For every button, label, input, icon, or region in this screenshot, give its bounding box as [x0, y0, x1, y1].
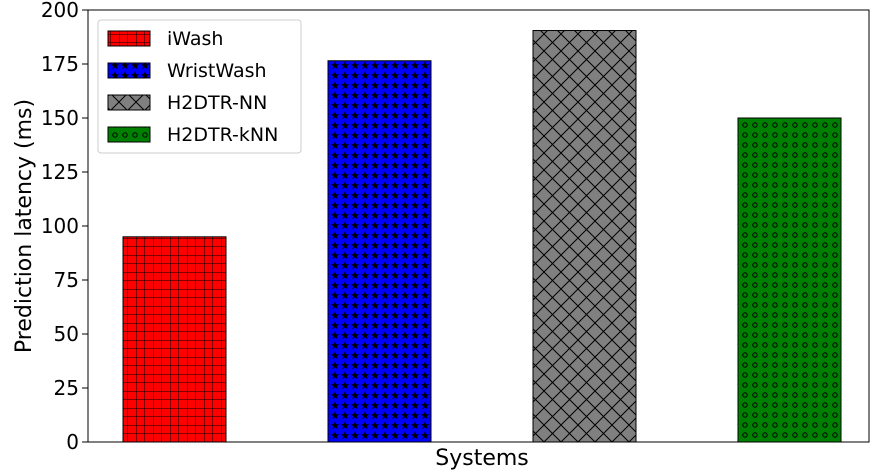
legend-item-wristwash: WristWash — [107, 60, 267, 82]
bars-layer — [122, 30, 842, 443]
legend-label: H2DTR-NN — [167, 92, 267, 114]
legend-swatch-hatch — [107, 30, 151, 47]
bar-hatch — [327, 60, 432, 443]
legend-item-iwash: iWash — [107, 28, 223, 50]
bar-h2dtr-knn — [737, 117, 842, 443]
legend-swatch-hatch — [107, 126, 151, 143]
legend-item-h2dtr-knn: H2DTR-kNN — [107, 124, 278, 146]
y-tick-label: 75 — [54, 268, 79, 292]
legend-label: WristWash — [167, 60, 267, 82]
y-axis-label: Prediction latency (ms) — [12, 99, 37, 353]
bar-iwash — [122, 236, 227, 443]
bar-hatch — [122, 236, 227, 443]
y-tick-label: 125 — [41, 160, 79, 184]
legend: iWash WristWash H2DTR-NN H2DTR-kNN — [97, 19, 302, 154]
bar-hatch — [737, 117, 842, 443]
legend-swatch-hatch — [107, 94, 151, 111]
y-tick-label: 200 — [41, 0, 79, 22]
y-tick-label: 50 — [54, 322, 79, 346]
legend-label: H2DTR-kNN — [167, 124, 278, 146]
y-tick-label: 25 — [54, 376, 79, 400]
bar-h2dtr-nn — [532, 30, 637, 443]
y-tick-label: 0 — [66, 430, 79, 454]
legend-swatch-hatch — [107, 62, 151, 79]
bar-wristwash — [327, 60, 432, 443]
legend-item-h2dtr-nn: H2DTR-NN — [107, 92, 267, 114]
bar-hatch — [532, 30, 637, 443]
y-tick-label: 175 — [41, 52, 79, 76]
y-tick-label: 100 — [41, 214, 79, 238]
legend-frame — [97, 19, 302, 154]
legend-label: iWash — [167, 28, 223, 50]
y-tick-label: 150 — [41, 106, 79, 130]
y-axis-ticks: 0 25 50 75 100 125 150 175 200 — [41, 0, 88, 454]
x-axis-label: Systems — [435, 446, 529, 471]
